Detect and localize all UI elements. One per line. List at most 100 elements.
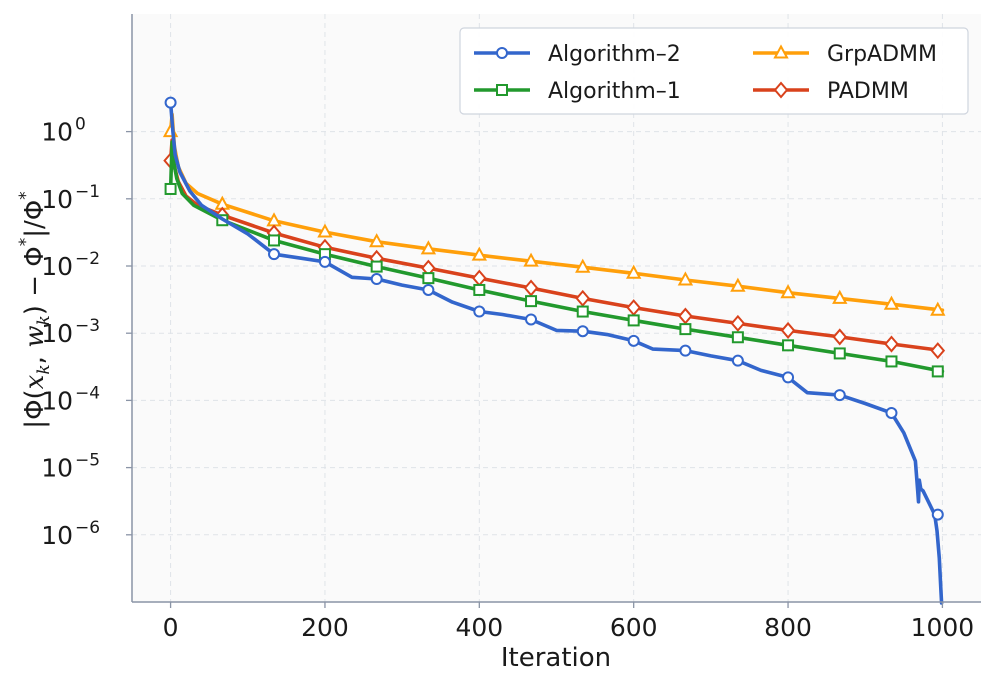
data-point	[731, 354, 744, 367]
y-tick-exponent: −2	[75, 249, 100, 269]
y-label-part: *	[16, 238, 36, 247]
y-tick-label: 10	[41, 252, 73, 281]
legend-marker	[496, 84, 508, 96]
series-0	[164, 96, 944, 605]
data-point	[370, 260, 383, 273]
data-point	[268, 234, 281, 247]
y-label-part: ,	[20, 348, 50, 365]
x-tick-label: 1000	[911, 613, 975, 642]
x-tick-label: 200	[301, 613, 349, 642]
data-point	[575, 258, 591, 273]
y-tick-label: 10	[41, 454, 73, 483]
data-point	[885, 355, 898, 368]
grid-lines	[132, 14, 981, 602]
y-tick-label: 10	[41, 319, 73, 348]
data-point	[931, 365, 944, 378]
data-point	[164, 96, 177, 109]
data-point	[730, 314, 746, 332]
data-point	[164, 182, 177, 195]
data-point	[833, 347, 846, 360]
y-label-part: |/Φ	[20, 200, 50, 238]
data-point	[731, 331, 744, 344]
data-point	[780, 321, 796, 339]
data-point	[782, 371, 795, 384]
data-point	[832, 289, 848, 304]
data-point	[832, 328, 848, 346]
y-tick-label: 10	[41, 118, 73, 147]
data-point	[268, 248, 281, 261]
data-point	[523, 252, 539, 267]
data-point	[677, 271, 694, 286]
data-point	[883, 295, 900, 310]
data-point	[931, 508, 944, 521]
y-label-part: ) − Φ	[20, 246, 50, 315]
y-label-part: Φ(	[20, 389, 50, 420]
series-1	[164, 140, 945, 378]
legend-label: Algorithm–1	[548, 79, 681, 104]
legend-marker	[773, 44, 789, 59]
data-point	[679, 344, 692, 357]
y-label-part: k	[34, 315, 54, 325]
data-point	[370, 273, 383, 286]
y-tick-exponent: −4	[75, 383, 100, 403]
legend: Algorithm–2 Algorithm–1 GrpADMM PADMM	[459, 27, 969, 115]
legend-items: Algorithm–2 Algorithm–1 GrpADMM PADMM	[474, 42, 937, 104]
data-point	[422, 272, 435, 285]
y-tick-label: 10	[41, 185, 73, 214]
y-tick-label: 10	[41, 386, 73, 415]
data-point	[576, 305, 589, 318]
data-point	[782, 339, 795, 352]
data-point	[317, 223, 333, 238]
x-tick-label: 0	[163, 613, 179, 642]
data-point	[625, 264, 642, 279]
legend-marker	[496, 47, 508, 59]
data-point	[679, 323, 692, 336]
legend-label: Algorithm–2	[548, 42, 681, 67]
y-label-part: *	[16, 191, 36, 200]
y-label-part: w	[20, 326, 50, 348]
data-point	[930, 301, 946, 316]
data-point	[368, 233, 385, 248]
y-tick-exponent: 0	[75, 115, 86, 135]
x-tick-label: 400	[455, 613, 503, 642]
data-point	[525, 295, 538, 308]
series-group	[162, 96, 946, 605]
y-axis-label: |Φ(xk, wk) − Φ*|/Φ*	[16, 191, 54, 428]
data-point	[678, 307, 693, 325]
data-point	[523, 279, 539, 297]
data-point	[420, 240, 437, 255]
y-label-part: x	[20, 374, 50, 389]
data-point	[422, 283, 435, 296]
y-label-part: k	[34, 364, 54, 374]
data-point	[780, 284, 796, 299]
data-point	[471, 246, 488, 261]
data-point	[575, 289, 591, 307]
data-point	[885, 406, 898, 419]
y-tick-exponent: −1	[75, 182, 100, 202]
data-point	[576, 325, 589, 338]
y-tick-exponent: −5	[75, 451, 100, 471]
data-point	[730, 277, 746, 292]
legend-label: PADMM	[827, 79, 909, 104]
data-point	[627, 334, 640, 347]
x-tick-label: 800	[764, 613, 812, 642]
data-point	[627, 314, 640, 327]
data-point	[473, 283, 486, 296]
legend-label: GrpADMM	[827, 42, 937, 67]
legend-marker	[773, 81, 789, 99]
y-tick-exponent: −3	[75, 316, 100, 336]
data-point	[318, 255, 331, 268]
legend-frame	[459, 27, 969, 115]
data-point	[884, 335, 899, 353]
x-ticks: 0 200 400 600 800 1000	[163, 602, 975, 642]
y-label-part: |	[20, 420, 50, 429]
y-tick-label: 10	[41, 521, 73, 550]
x-axis-label: Iteration	[501, 643, 611, 673]
data-point	[930, 342, 946, 360]
data-point	[473, 305, 486, 318]
x-tick-label: 600	[610, 613, 658, 642]
data-point	[525, 313, 538, 326]
data-point	[833, 389, 846, 402]
